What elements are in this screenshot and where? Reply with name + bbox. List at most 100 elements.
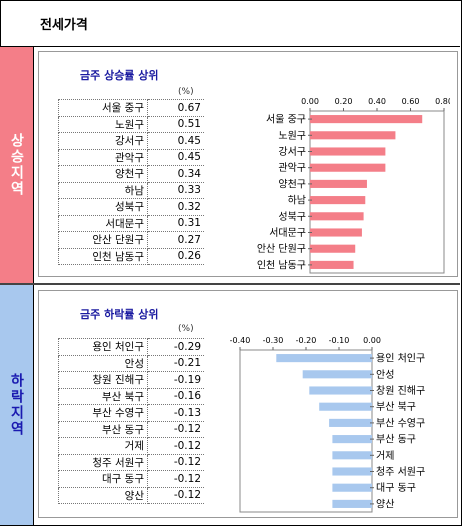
rise-row: 양천구 0.34 xyxy=(58,165,204,183)
category-label: 서대문구 xyxy=(269,227,306,239)
rise-region-value: 0.67 xyxy=(147,99,204,117)
rise-panel: 금주 상승률 상위 (%) 서울 중구 0.67 노원구 0.51 강서구 0.45 관악구… xyxy=(34,47,460,283)
rise-region-value: 0.31 xyxy=(147,214,204,232)
category-label: 성북구 xyxy=(278,211,306,223)
fall-title: 금주 하락률 상위 xyxy=(80,308,159,321)
bar xyxy=(310,212,364,221)
fall-side-label: 하락지역 xyxy=(0,285,34,525)
x-tick-label: 0.40 xyxy=(368,97,386,106)
fall-region-name: 창원 진해구 xyxy=(58,371,148,389)
rise-region-name: 하남 xyxy=(58,181,148,199)
fall-region-value: -0.21 xyxy=(147,354,204,372)
category-label: 양천구 xyxy=(278,178,306,190)
rise-region-name: 안산 단원구 xyxy=(58,231,148,249)
fall-region-name: 부산 수영구 xyxy=(58,404,148,422)
x-tick-label: -0.10 xyxy=(329,336,350,345)
rise-row: 관악구 0.45 xyxy=(58,148,204,166)
rise-region-name: 서대문구 xyxy=(58,214,148,232)
fall-row: 청주 서원구 -0.12 xyxy=(58,453,204,471)
x-tick-label: -0.30 xyxy=(263,336,284,345)
category-label: 부산 북구 xyxy=(376,401,416,413)
rise-region-value: 0.26 xyxy=(147,247,204,265)
bar xyxy=(302,370,372,379)
category-label: 강서구 xyxy=(278,146,306,158)
bar xyxy=(332,483,372,492)
bar xyxy=(310,131,396,140)
fall-row: 안성 -0.21 xyxy=(58,354,204,372)
x-tick-label: 0.60 xyxy=(402,97,420,106)
fall-region-value: -0.12 xyxy=(147,486,204,504)
bar xyxy=(332,499,372,508)
x-tick-label: 0.20 xyxy=(335,97,353,106)
category-label: 하남 xyxy=(288,194,306,207)
rise-region-value: 0.51 xyxy=(147,115,204,133)
rise-row: 서대문구 0.31 xyxy=(58,214,204,232)
bar xyxy=(329,418,372,427)
category-label: 노원구 xyxy=(278,130,306,142)
category-label: 부산 동구 xyxy=(376,434,416,446)
bar xyxy=(310,147,386,156)
bar xyxy=(276,354,372,363)
fall-region-name: 부산 북구 xyxy=(58,387,148,405)
fall-region-name: 양산 xyxy=(58,486,148,504)
rise-region-name: 관악구 xyxy=(58,148,148,166)
fall-region-name: 부산 동구 xyxy=(58,420,148,438)
rise-row: 하남 0.33 xyxy=(58,181,204,199)
fall-region-value: -0.19 xyxy=(147,371,204,389)
rise-row: 성북구 0.32 xyxy=(58,198,204,216)
rise-region-value: 0.45 xyxy=(147,148,204,166)
fall-row: 용인 처인구 -0.29 xyxy=(58,338,204,356)
rise-row: 노원구 0.51 xyxy=(58,115,204,133)
category-label: 안산 단원구 xyxy=(257,243,306,255)
rise-region-value: 0.45 xyxy=(147,132,204,150)
bar xyxy=(310,196,366,205)
bar xyxy=(310,244,356,253)
rise-unit: (%) xyxy=(178,87,194,97)
fall-row: 창원 진해구 -0.19 xyxy=(58,371,204,389)
rise-title: 금주 상승률 상위 xyxy=(80,69,159,82)
fall-row: 부산 수영구 -0.13 xyxy=(58,404,204,422)
rise-region-name: 강서구 xyxy=(58,132,148,150)
rise-region-value: 0.34 xyxy=(147,165,204,183)
fall-region-value: -0.13 xyxy=(147,404,204,422)
fall-row: 부산 동구 -0.12 xyxy=(58,420,204,438)
category-label: 청주 서원구 xyxy=(376,466,425,478)
category-label: 부산 수영구 xyxy=(376,417,425,429)
x-tick-label: -0.20 xyxy=(296,336,317,345)
rise-side-label: 상승지역 xyxy=(0,47,34,283)
bar xyxy=(310,163,386,172)
bar xyxy=(309,386,372,395)
fall-region-name: 거제 xyxy=(58,437,148,455)
category-label: 관악구 xyxy=(278,162,306,174)
bar xyxy=(310,115,423,124)
page-header: 전세가격 xyxy=(0,0,460,47)
fall-row: 거제 -0.12 xyxy=(58,437,204,455)
rise-region-value: 0.33 xyxy=(147,181,204,199)
category-label: 양산 xyxy=(376,498,394,510)
fall-region-name: 안성 xyxy=(58,354,148,372)
category-label: 서울 중구 xyxy=(266,114,306,126)
category-label: 창원 진해구 xyxy=(376,384,425,397)
fall-unit: (%) xyxy=(178,324,194,334)
bar xyxy=(310,260,354,269)
rise-region-value: 0.27 xyxy=(147,231,204,249)
rise-row: 안산 단원구 0.27 xyxy=(58,231,204,249)
rise-row: 인천 남동구 0.26 xyxy=(58,247,204,265)
rise-region-name: 성북구 xyxy=(58,198,148,216)
rise-region-name: 서울 중구 xyxy=(58,99,148,117)
category-label: 안성 xyxy=(376,369,394,381)
fall-region-value: -0.16 xyxy=(147,387,204,405)
fall-region-value: -0.29 xyxy=(147,338,204,356)
fall-region-value: -0.12 xyxy=(147,437,204,455)
fall-panel-box xyxy=(38,290,458,518)
category-label: 인천 남동구 xyxy=(257,259,306,271)
rise-region-name: 노원구 xyxy=(58,115,148,133)
fall-region-name: 대구 동구 xyxy=(58,470,148,488)
fall-row: 대구 동구 -0.12 xyxy=(58,470,204,488)
bar xyxy=(332,467,372,476)
x-tick-label: -0.40 xyxy=(230,336,251,345)
rise-region-name: 양천구 xyxy=(58,165,148,183)
rise-table: 서울 중구 0.67 노원구 0.51 강서구 0.45 관악구 0.45 양천구 0.34 하남 0… xyxy=(58,99,204,265)
category-label: 용인 처인구 xyxy=(376,353,425,365)
